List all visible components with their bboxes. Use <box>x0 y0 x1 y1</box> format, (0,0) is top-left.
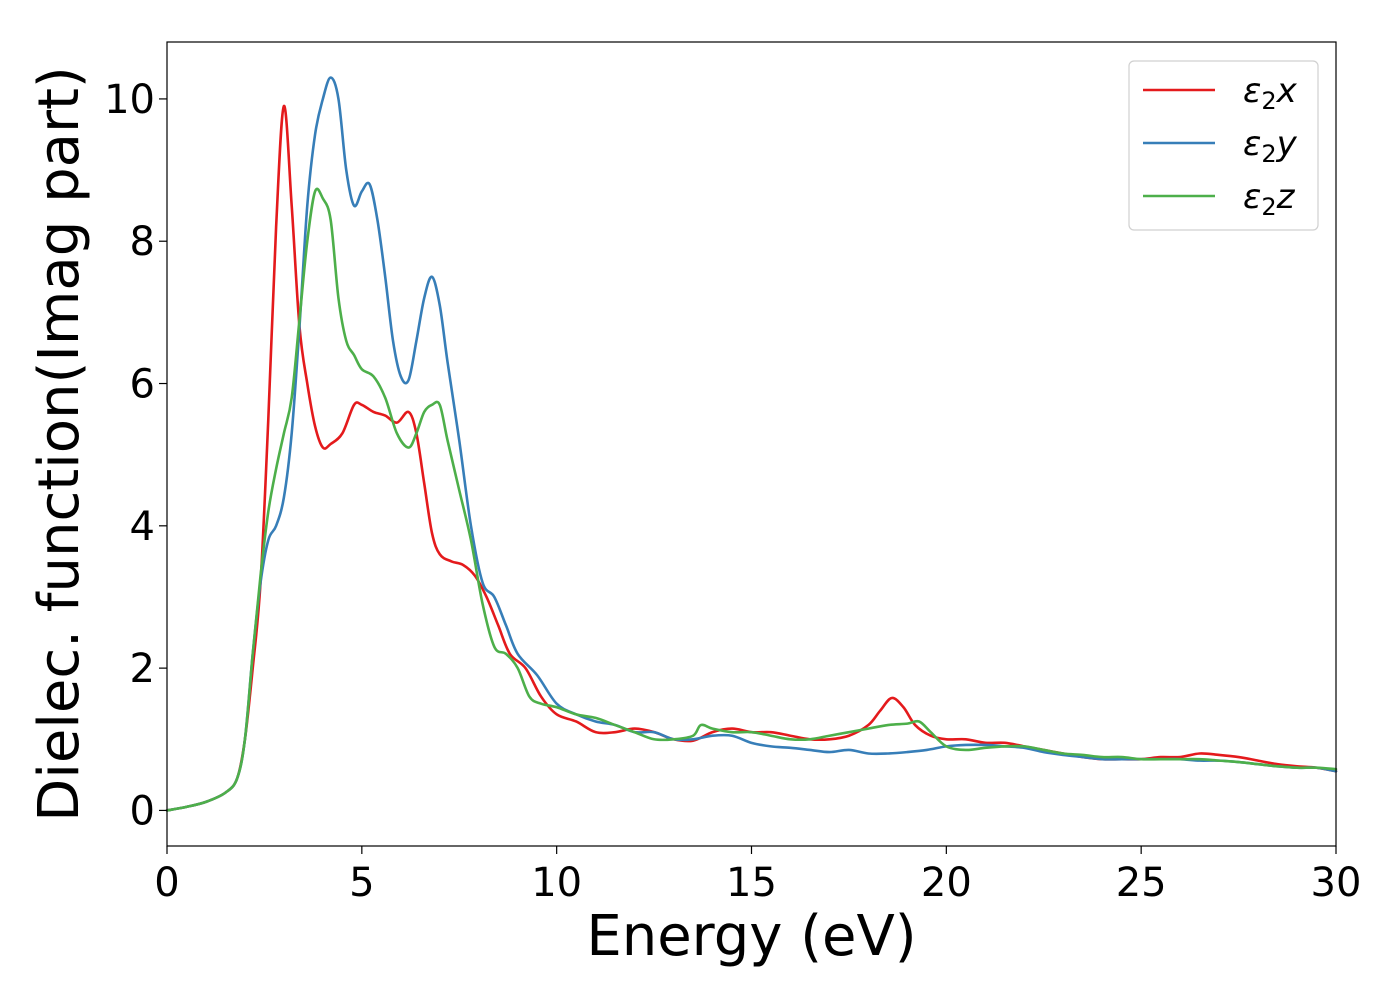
y-tick-label: 2 <box>130 646 155 692</box>
legend-label: ε2y <box>1243 124 1298 168</box>
series-line-y <box>165 76 1338 812</box>
legend-item-y: ε2y <box>1143 124 1298 168</box>
x-tick-label: 25 <box>1116 860 1167 906</box>
x-tick-label: 0 <box>154 860 179 906</box>
series-line-z <box>165 187 1338 812</box>
x-tick-label: 5 <box>349 860 374 906</box>
legend-label: ε2x <box>1243 71 1298 115</box>
x-tick-label: 10 <box>531 860 582 906</box>
legend: ε2x ε2y ε2z <box>1128 60 1319 231</box>
y-axis: 0 2 4 6 8 10 <box>104 77 167 834</box>
x-axis-title: Energy (eV) <box>586 904 916 969</box>
y-axis-title: Dielec. function(Imag part) <box>27 66 92 822</box>
legend-box <box>1128 60 1319 231</box>
x-tick-label: 20 <box>921 860 972 906</box>
x-tick-label: 15 <box>726 860 777 906</box>
y-tick-label: 0 <box>130 788 155 834</box>
legend-item-z: ε2z <box>1143 177 1296 221</box>
y-tick-label: 4 <box>130 504 155 550</box>
y-tick-label: 10 <box>104 77 155 123</box>
y-tick-label: 8 <box>130 219 155 265</box>
legend-item-x: ε2x <box>1143 71 1298 115</box>
y-tick-label: 6 <box>130 362 155 408</box>
legend-label: ε2z <box>1243 177 1296 221</box>
series-lines-layer <box>165 76 1338 812</box>
x-tick-label: 30 <box>1311 860 1362 906</box>
x-axis: 0 5 10 15 20 25 30 <box>154 846 1361 906</box>
